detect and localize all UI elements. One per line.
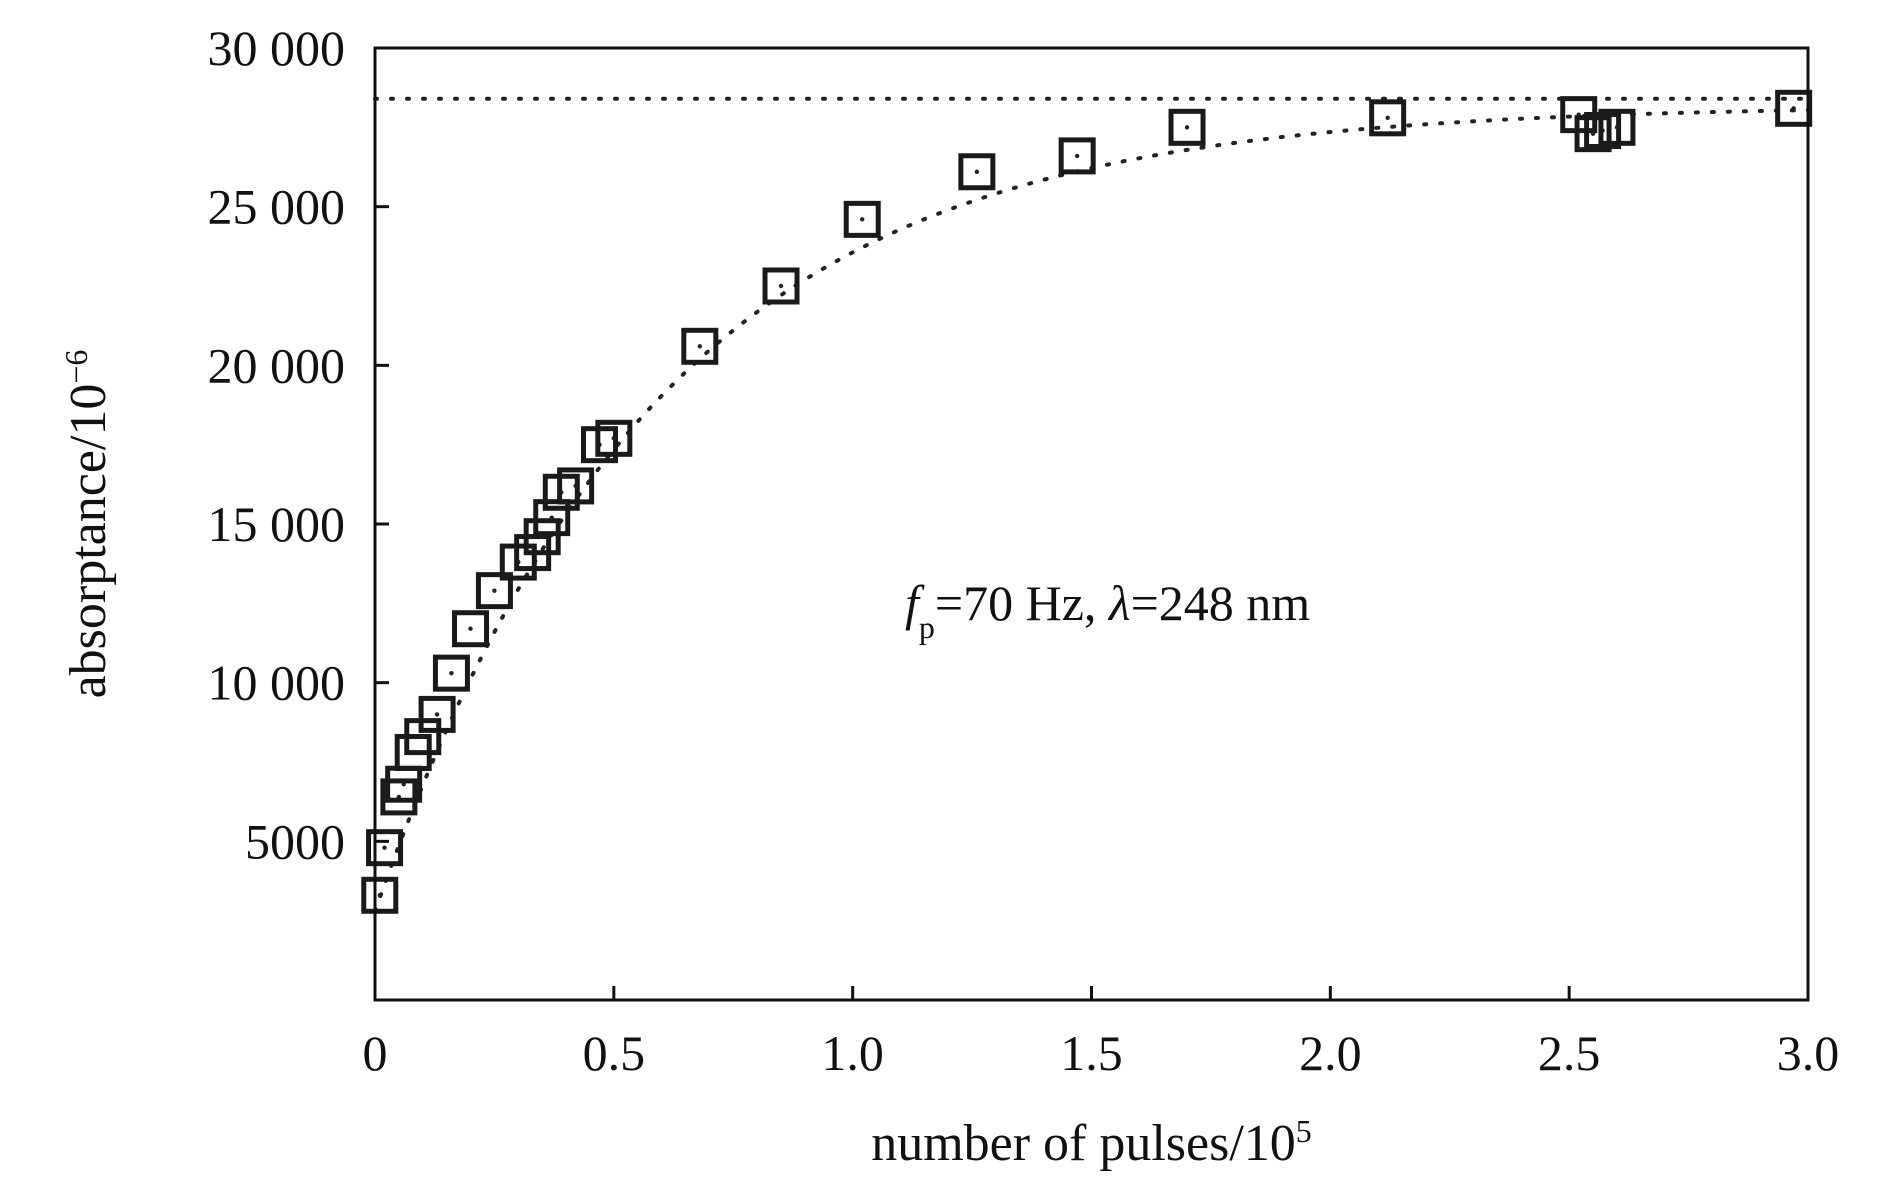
y-tick-label: 30 000 — [208, 20, 346, 76]
parameters-annotation: fp=70 Hz, λ=248 nm — [905, 575, 1310, 645]
fit-curves — [373, 96, 1810, 914]
saturation-fit-curve — [373, 108, 1810, 914]
x-axis-title-exponent: 5 — [1296, 1113, 1312, 1149]
data-point-center — [1791, 106, 1796, 111]
data-point-center — [449, 670, 454, 676]
data-point-center — [1074, 153, 1080, 159]
axis-ticks — [373, 46, 1810, 1000]
data-point-center — [401, 782, 406, 787]
x-tick-label: 0.5 — [583, 1025, 646, 1081]
y-tick-label: 20 000 — [208, 337, 346, 393]
data-point-marker — [1369, 99, 1407, 137]
y-axis-title: absorptance/10−6 — [58, 350, 117, 699]
data-point-center — [434, 712, 440, 717]
y-tick-label: 5000 — [245, 813, 345, 869]
data-point-center — [573, 483, 578, 489]
x-axis-title-text: number of pulses/10 — [871, 1115, 1296, 1172]
data-point-marker — [557, 467, 595, 505]
data-point-center — [382, 845, 387, 850]
data-point-marker — [361, 876, 399, 914]
data-point-marker — [1058, 137, 1096, 175]
data-point-marker — [1574, 115, 1612, 153]
data-point-marker — [843, 200, 881, 238]
data-point-center — [492, 588, 497, 593]
data-point-marker — [1168, 108, 1206, 146]
data-point-marker — [762, 267, 800, 305]
data-point-marker — [452, 610, 490, 648]
data-point-center — [974, 169, 980, 174]
x-tick-label: 1.5 — [1060, 1025, 1123, 1081]
x-tick-label: 0 — [363, 1025, 388, 1081]
data-point-center — [377, 893, 382, 898]
data-point-marker — [380, 778, 418, 816]
data-point-center — [1385, 115, 1390, 121]
data-point-marker — [418, 695, 456, 733]
data-point-center — [1614, 125, 1620, 130]
annotation-wavelength: =248 nm — [1131, 575, 1311, 631]
data-point-center — [697, 344, 703, 349]
data-point-center — [778, 283, 784, 289]
data-point-marker — [681, 327, 719, 365]
x-axis-title: number of pulses/105 — [871, 1113, 1312, 1172]
x-tick-label: 2.0 — [1299, 1025, 1362, 1081]
data-point-center — [420, 734, 425, 739]
data-point-marker — [432, 654, 470, 692]
data-point-marker — [958, 153, 996, 191]
annotation-lambda-symbol: λ — [1107, 575, 1131, 631]
tick-labels: 0 0.5 1.0 1.5 2.0 2.5 3.0 5000 10 000 15 000 20 00… — [208, 20, 1840, 1081]
data-point-marker — [595, 419, 633, 457]
y-tick-label: 10 000 — [208, 655, 346, 711]
data-point-center — [549, 515, 554, 520]
data-point-center — [611, 436, 617, 441]
y-tick-label: 25 000 — [208, 179, 346, 235]
data-point-center — [468, 626, 473, 631]
data-markers — [361, 89, 1813, 914]
x-tick-label: 1.0 — [821, 1025, 884, 1081]
data-point-marker — [1775, 89, 1813, 127]
y-tick-label: 15 000 — [208, 496, 346, 552]
annotation-f-subscript: p — [919, 609, 935, 645]
data-point-center — [860, 217, 865, 222]
data-point-marker — [366, 829, 404, 867]
data-point-center — [1590, 131, 1596, 136]
annotation-frequency: =70 Hz, — [935, 575, 1109, 631]
x-tick-label: 3.0 — [1777, 1025, 1840, 1081]
y-axis-title-text: absorptance/10 — [60, 384, 117, 699]
y-axis-title-exponent: −6 — [58, 350, 94, 384]
data-point-marker — [475, 572, 513, 610]
x-tick-label: 2.5 — [1538, 1025, 1601, 1081]
data-point-marker — [1598, 108, 1636, 146]
data-point-marker — [523, 518, 561, 556]
data-point-center — [1184, 125, 1190, 130]
data-point-marker — [533, 499, 571, 537]
plot-frame — [373, 46, 1810, 1002]
